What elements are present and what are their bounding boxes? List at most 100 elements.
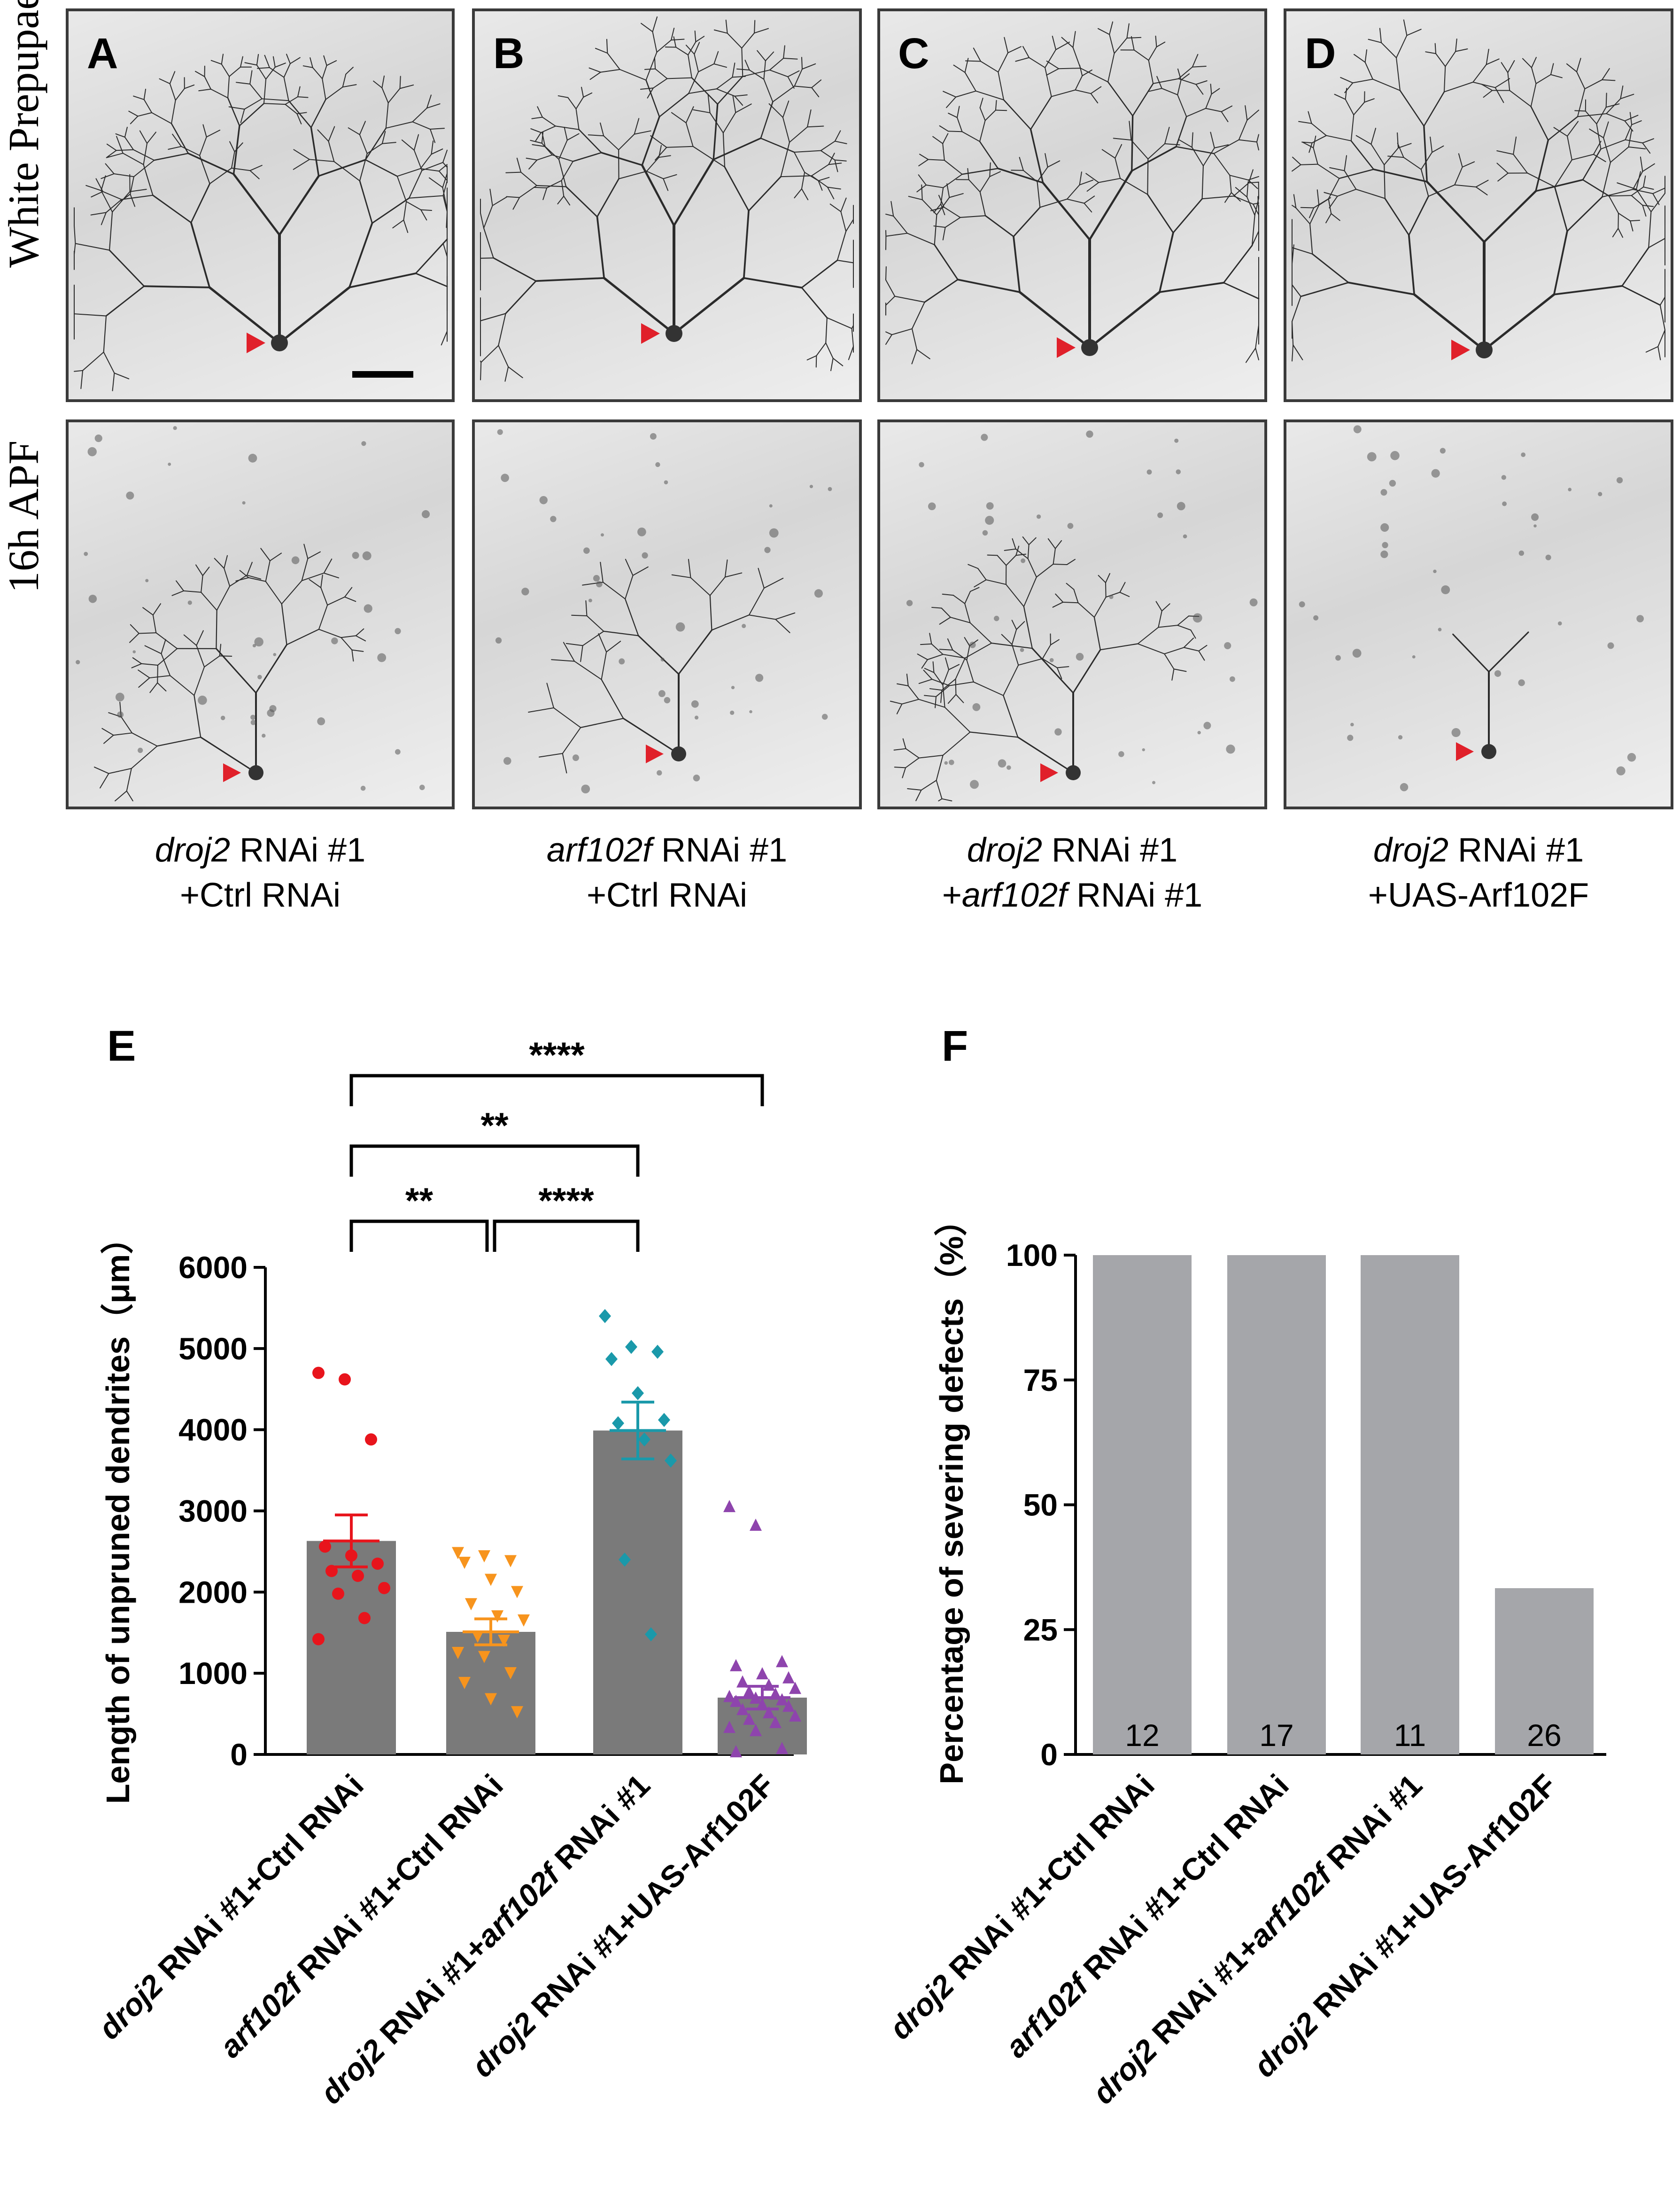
dendrite-branch	[283, 63, 291, 78]
dendrite-branch	[931, 607, 942, 609]
debris-speck	[257, 675, 262, 680]
dendrite-branch	[403, 201, 407, 221]
dendrite-branch	[1011, 620, 1017, 630]
dendrite-branch	[149, 675, 171, 679]
debris-speck	[1036, 514, 1041, 519]
debris-speck	[1431, 469, 1440, 478]
dendrite-branch	[1530, 83, 1537, 107]
dendrite-branch	[130, 194, 136, 207]
dendrite-branch	[815, 355, 817, 368]
dendrite-branch	[1028, 537, 1037, 545]
dendrite-branch	[943, 206, 961, 218]
dendrite-branch	[345, 67, 354, 75]
dendrite-branch	[897, 683, 909, 686]
dendrite-branch	[542, 116, 556, 127]
dendrite-branch	[650, 135, 667, 148]
data-point	[776, 1693, 788, 1706]
debris-speck	[1616, 766, 1626, 776]
dendrite-branch	[1291, 284, 1301, 297]
debris-speck	[691, 700, 699, 708]
dendrite-branch	[964, 591, 971, 604]
dendrite-branch	[116, 149, 134, 151]
dendrite-branch	[442, 242, 448, 257]
dendrite-branch	[1657, 329, 1665, 347]
debris-speck	[273, 653, 277, 656]
dendrite-branch	[131, 663, 142, 668]
dendrite-branch	[1643, 175, 1646, 188]
dendrite-branch	[269, 552, 282, 561]
dendrite-branch	[801, 259, 838, 288]
dendrite-branch	[208, 286, 281, 344]
dendrite-branch	[409, 170, 423, 199]
dendrite-branch	[984, 215, 1014, 237]
dendrite-branch	[1368, 39, 1382, 43]
dendrite-branch	[187, 152, 235, 175]
dendrite-branch	[557, 95, 569, 98]
dendrite-branch	[1186, 108, 1207, 117]
dendrite-branch	[1370, 128, 1377, 145]
debris-speck	[248, 453, 257, 463]
debris-speck	[1020, 648, 1024, 652]
dendrite-branch	[415, 238, 448, 274]
dendrite-branch	[973, 681, 1004, 696]
dendrite-branch	[782, 116, 790, 143]
dendrite-branch	[293, 149, 310, 160]
dendrite-branch	[694, 30, 697, 43]
dendrite-branch	[933, 225, 946, 228]
dendrite-branch	[1003, 664, 1019, 696]
debris-speck	[949, 760, 954, 765]
debris-speck	[828, 487, 832, 491]
dendrite-branch	[832, 357, 844, 366]
dendrite-branch	[885, 233, 908, 237]
dendrite-branch	[1642, 204, 1647, 217]
dendrite-branch	[112, 372, 115, 391]
dendrite-branch	[724, 166, 750, 212]
dendrite-branch	[1084, 202, 1092, 213]
dendrite-branch	[206, 130, 221, 138]
dendrite-branch	[535, 132, 542, 142]
dendrite-branch	[302, 65, 313, 68]
dendrite-branch	[498, 345, 509, 367]
dendrite-branch	[1248, 169, 1254, 184]
dendrite-branch	[541, 142, 553, 155]
debris-speck	[600, 533, 604, 537]
dendrite-branch	[1214, 144, 1229, 148]
dendrite-branch	[1045, 67, 1052, 97]
dendrite-branch	[694, 54, 699, 72]
dendrite-branch	[323, 559, 333, 574]
dendrite-branch	[401, 139, 415, 151]
dendrite-branch	[583, 92, 593, 98]
dendrite-branch	[265, 560, 271, 582]
neuron-soma	[271, 334, 288, 351]
debris-speck	[126, 491, 134, 500]
dendrite-branch	[603, 630, 639, 636]
dendrite-branch	[717, 76, 743, 105]
dendrite-branch	[265, 581, 282, 605]
dendrite-branch	[1291, 247, 1313, 255]
dendrite-branch	[801, 188, 809, 201]
data-point	[452, 1547, 464, 1560]
dendrite-branch	[1443, 81, 1474, 93]
debris-speck	[220, 715, 225, 721]
debris-speck	[1049, 658, 1054, 662]
dendrite-branch	[426, 94, 432, 109]
dendrite-branch	[504, 366, 509, 382]
dendrite-branch	[281, 603, 287, 645]
dendrite-branch	[671, 28, 675, 41]
dendrite-branch	[415, 272, 448, 287]
debris-speck	[364, 604, 372, 613]
dendrite-branch	[557, 195, 565, 205]
dendrite-branch	[602, 582, 626, 600]
dendrite-branch	[769, 58, 784, 71]
debris-speck	[655, 462, 660, 467]
dendrite-branch	[170, 675, 195, 696]
dendrite-branch	[942, 227, 946, 241]
dendrite-branch	[1589, 128, 1604, 139]
dendrite-branch	[600, 122, 604, 137]
dendrite-branch	[1053, 563, 1068, 566]
dendrite-branch	[1472, 64, 1487, 83]
debris-speck	[1616, 477, 1623, 483]
dendrite-branch	[102, 191, 122, 200]
dendrite-branch	[1030, 96, 1052, 130]
dendrite-branch	[93, 767, 109, 774]
